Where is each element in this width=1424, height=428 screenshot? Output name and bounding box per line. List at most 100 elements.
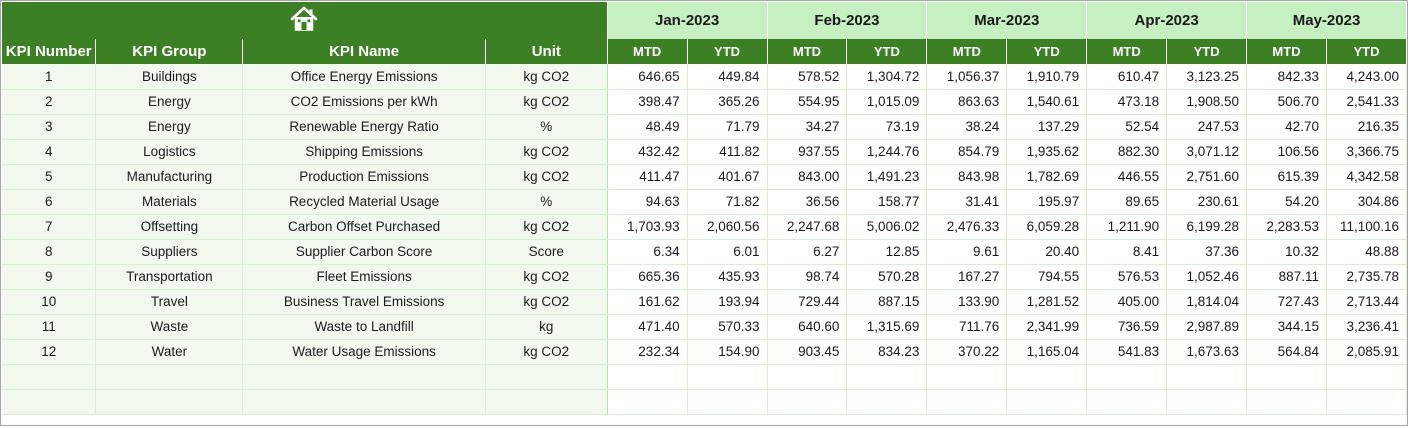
mtd-value-cell[interactable]: 578.52 bbox=[767, 64, 848, 90]
empty-cell[interactable] bbox=[846, 389, 928, 415]
mtd-value-cell[interactable]: 541.83 bbox=[1086, 339, 1168, 365]
mtd-value-cell[interactable]: 411.47 bbox=[607, 164, 688, 190]
ytd-value-cell[interactable]: 1,052.46 bbox=[1166, 264, 1248, 290]
ytd-value-cell[interactable]: 411.82 bbox=[687, 139, 768, 165]
kpi-number-cell[interactable]: 1 bbox=[2, 64, 97, 90]
mtd-value-cell[interactable]: 843.00 bbox=[767, 164, 848, 190]
mtd-value-cell[interactable]: 843.98 bbox=[926, 164, 1008, 190]
home-icon[interactable] bbox=[289, 6, 319, 37]
kpi-group-cell[interactable]: Water bbox=[95, 339, 244, 365]
kpi-name-cell[interactable]: Shipping Emissions bbox=[242, 139, 486, 165]
mtd-value-cell[interactable]: 564.84 bbox=[1246, 339, 1327, 365]
mtd-value-cell[interactable]: 6.34 bbox=[607, 239, 688, 265]
ytd-value-cell[interactable]: 401.67 bbox=[687, 164, 768, 190]
ytd-value-cell[interactable]: 2,713.44 bbox=[1326, 289, 1408, 315]
unit-cell[interactable]: Score bbox=[485, 239, 608, 265]
empty-cell[interactable] bbox=[926, 389, 1008, 415]
mtd-value-cell[interactable]: 576.53 bbox=[1086, 264, 1168, 290]
empty-cell[interactable] bbox=[242, 389, 486, 415]
mtd-value-cell[interactable]: 736.59 bbox=[1086, 314, 1168, 340]
kpi-number-cell[interactable]: 3 bbox=[2, 114, 97, 140]
kpi-group-cell[interactable]: Manufacturing bbox=[95, 164, 244, 190]
mtd-value-cell[interactable]: 2,247.68 bbox=[767, 214, 848, 240]
ytd-value-cell[interactable]: 834.23 bbox=[846, 339, 928, 365]
unit-cell[interactable]: kg CO2 bbox=[485, 289, 608, 315]
kpi-number-cell[interactable]: 12 bbox=[2, 339, 97, 365]
kpi-number-cell[interactable]: 7 bbox=[2, 214, 97, 240]
mtd-value-cell[interactable]: 2,283.53 bbox=[1246, 214, 1327, 240]
ytd-value-cell[interactable]: 6,199.28 bbox=[1166, 214, 1248, 240]
mtd-value-cell[interactable]: 729.44 bbox=[767, 289, 848, 315]
mtd-value-cell[interactable]: 42.70 bbox=[1246, 114, 1327, 140]
ytd-value-cell[interactable]: 6,059.28 bbox=[1006, 214, 1088, 240]
empty-cell[interactable] bbox=[607, 364, 688, 390]
ytd-value-cell[interactable]: 71.79 bbox=[687, 114, 768, 140]
empty-cell[interactable] bbox=[607, 389, 688, 415]
ytd-value-cell[interactable]: 1,782.69 bbox=[1006, 164, 1088, 190]
mtd-value-cell[interactable]: 665.36 bbox=[607, 264, 688, 290]
unit-cell[interactable]: kg bbox=[485, 314, 608, 340]
empty-cell[interactable] bbox=[1006, 364, 1088, 390]
empty-cell[interactable] bbox=[95, 389, 244, 415]
mtd-value-cell[interactable]: 1,056.37 bbox=[926, 64, 1008, 90]
empty-cell[interactable] bbox=[485, 364, 608, 390]
mtd-value-cell[interactable]: 9.61 bbox=[926, 239, 1008, 265]
ytd-value-cell[interactable]: 3,123.25 bbox=[1166, 64, 1248, 90]
ytd-value-cell[interactable]: 2,987.89 bbox=[1166, 314, 1248, 340]
mtd-value-cell[interactable]: 1,211.90 bbox=[1086, 214, 1168, 240]
ytd-value-cell[interactable]: 1,244.76 bbox=[846, 139, 928, 165]
ytd-value-cell[interactable]: 12.85 bbox=[846, 239, 928, 265]
kpi-number-cell[interactable]: 9 bbox=[2, 264, 97, 290]
mtd-value-cell[interactable]: 432.42 bbox=[607, 139, 688, 165]
ytd-value-cell[interactable]: 1,491.23 bbox=[846, 164, 928, 190]
kpi-group-cell[interactable]: Energy bbox=[95, 114, 244, 140]
empty-cell[interactable] bbox=[2, 389, 97, 415]
mtd-value-cell[interactable]: 506.70 bbox=[1246, 89, 1327, 115]
ytd-value-cell[interactable]: 365.26 bbox=[687, 89, 768, 115]
unit-cell[interactable]: kg CO2 bbox=[485, 264, 608, 290]
mtd-value-cell[interactable]: 106.56 bbox=[1246, 139, 1327, 165]
unit-cell[interactable]: kg CO2 bbox=[485, 139, 608, 165]
ytd-value-cell[interactable]: 435.93 bbox=[687, 264, 768, 290]
kpi-name-cell[interactable]: Office Energy Emissions bbox=[242, 64, 486, 90]
mtd-value-cell[interactable]: 473.18 bbox=[1086, 89, 1168, 115]
mtd-value-cell[interactable]: 133.90 bbox=[926, 289, 1008, 315]
ytd-value-cell[interactable]: 20.40 bbox=[1006, 239, 1088, 265]
kpi-number-cell[interactable]: 11 bbox=[2, 314, 97, 340]
kpi-group-cell[interactable]: Energy bbox=[95, 89, 244, 115]
kpi-number-cell[interactable]: 10 bbox=[2, 289, 97, 315]
unit-cell[interactable]: kg CO2 bbox=[485, 64, 608, 90]
mtd-value-cell[interactable]: 937.55 bbox=[767, 139, 848, 165]
mtd-value-cell[interactable]: 232.34 bbox=[607, 339, 688, 365]
ytd-value-cell[interactable]: 449.84 bbox=[687, 64, 768, 90]
ytd-value-cell[interactable]: 2,751.60 bbox=[1166, 164, 1248, 190]
mtd-value-cell[interactable]: 8.41 bbox=[1086, 239, 1168, 265]
kpi-group-cell[interactable]: Buildings bbox=[95, 64, 244, 90]
ytd-value-cell[interactable]: 247.53 bbox=[1166, 114, 1248, 140]
mtd-value-cell[interactable]: 610.47 bbox=[1086, 64, 1168, 90]
ytd-value-cell[interactable]: 2,060.56 bbox=[687, 214, 768, 240]
empty-cell[interactable] bbox=[767, 389, 848, 415]
mtd-value-cell[interactable]: 98.74 bbox=[767, 264, 848, 290]
ytd-value-cell[interactable]: 1,935.62 bbox=[1006, 139, 1088, 165]
ytd-value-cell[interactable]: 158.77 bbox=[846, 189, 928, 215]
ytd-value-cell[interactable]: 5,006.02 bbox=[846, 214, 928, 240]
kpi-name-cell[interactable]: Fleet Emissions bbox=[242, 264, 486, 290]
ytd-value-cell[interactable]: 137.29 bbox=[1006, 114, 1088, 140]
ytd-value-cell[interactable]: 794.55 bbox=[1006, 264, 1088, 290]
kpi-name-cell[interactable]: Supplier Carbon Score bbox=[242, 239, 486, 265]
empty-cell[interactable] bbox=[1086, 364, 1168, 390]
mtd-value-cell[interactable]: 471.40 bbox=[607, 314, 688, 340]
mtd-value-cell[interactable]: 615.39 bbox=[1246, 164, 1327, 190]
kpi-name-cell[interactable]: Production Emissions bbox=[242, 164, 486, 190]
mtd-value-cell[interactable]: 887.11 bbox=[1246, 264, 1327, 290]
empty-cell[interactable] bbox=[1166, 364, 1248, 390]
ytd-value-cell[interactable]: 48.88 bbox=[1326, 239, 1408, 265]
empty-cell[interactable] bbox=[1166, 389, 1248, 415]
ytd-value-cell[interactable]: 3,071.12 bbox=[1166, 139, 1248, 165]
empty-cell[interactable] bbox=[242, 364, 486, 390]
ytd-value-cell[interactable]: 1,165.04 bbox=[1006, 339, 1088, 365]
empty-cell[interactable] bbox=[846, 364, 928, 390]
ytd-value-cell[interactable]: 2,341.99 bbox=[1006, 314, 1088, 340]
mtd-value-cell[interactable]: 370.22 bbox=[926, 339, 1008, 365]
